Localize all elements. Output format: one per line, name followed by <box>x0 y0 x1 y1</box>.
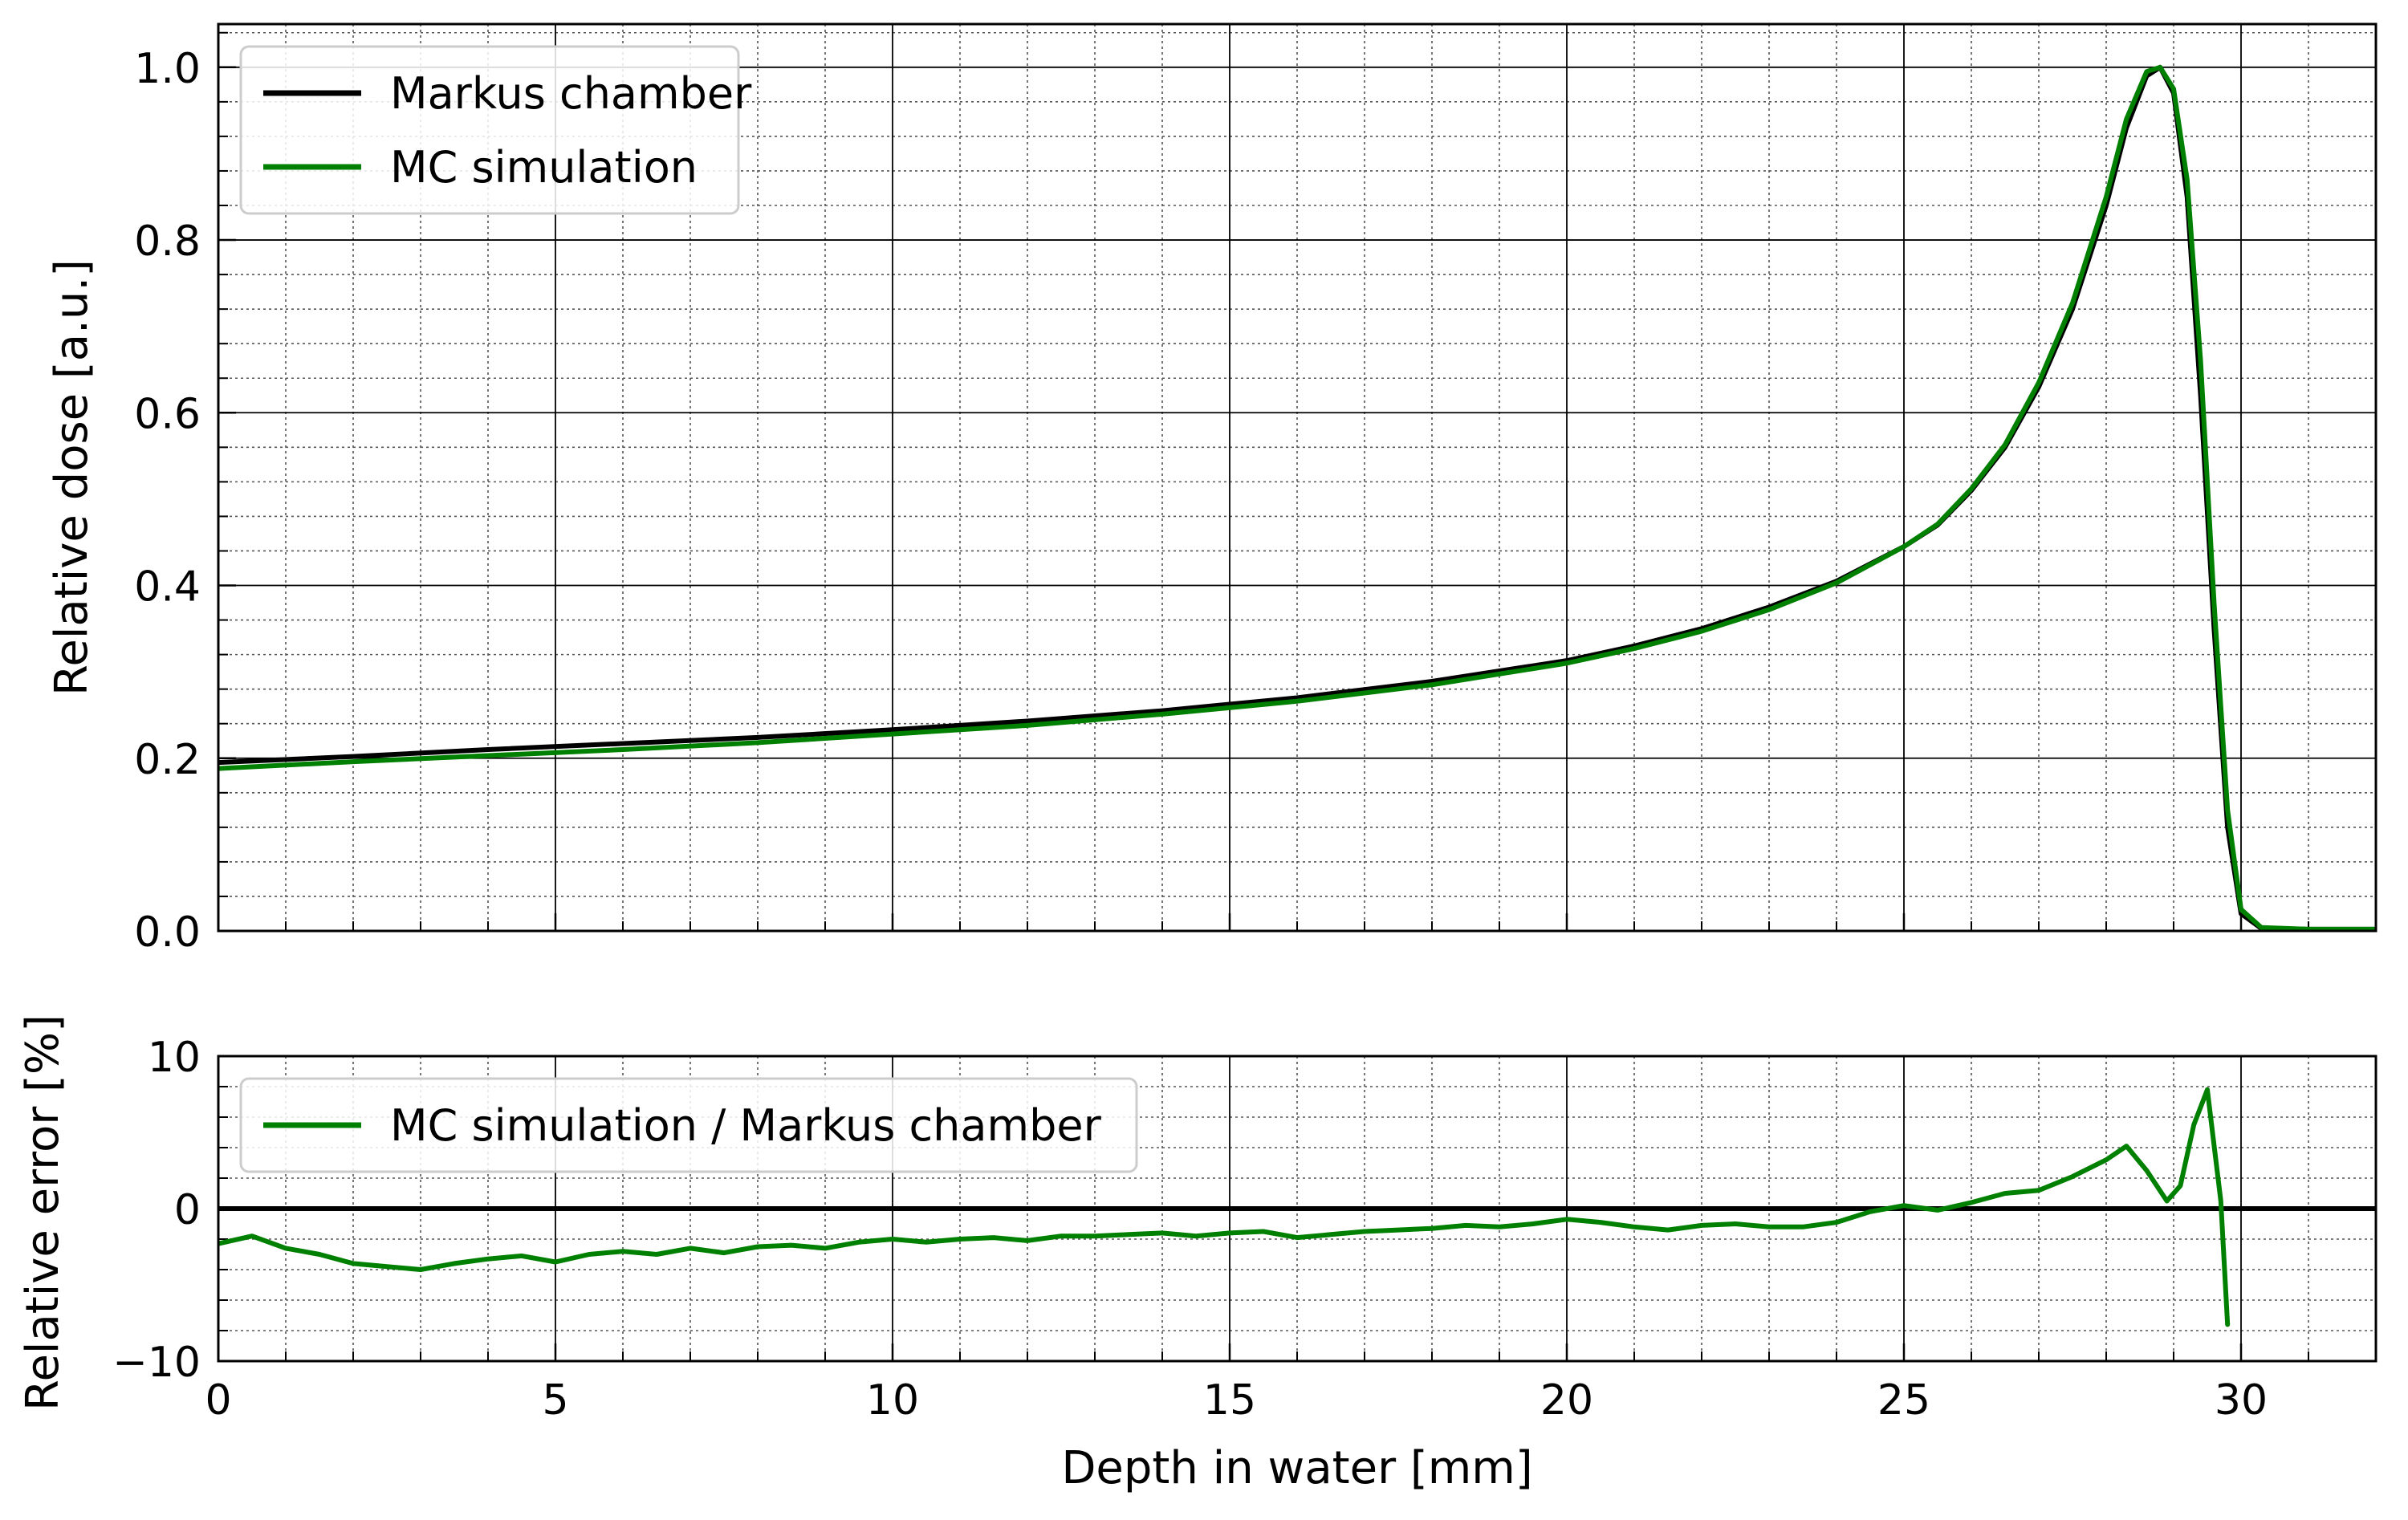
top-y-tick-label: 0.4 <box>134 563 201 612</box>
bottom-y-axis-label: Relative error [%] <box>17 1014 69 1411</box>
bottom-y-tick-label: 10 <box>148 1034 201 1082</box>
bottom-legend-label: MC simulation / Markus chamber <box>390 1100 1102 1151</box>
bottom-y-tick-label: 0 <box>174 1186 201 1234</box>
bottom-y-tick-label: −10 <box>112 1339 201 1387</box>
x-axis-label: Depth in water [mm] <box>1061 1442 1532 1494</box>
bottom-legend-box <box>239 1077 1138 1173</box>
top-y-tick-label: 0.0 <box>134 908 201 957</box>
top-axes-frame <box>217 22 2377 933</box>
bottom-series-line-mc-simulation-markus-chamber <box>218 1087 2231 1327</box>
bottom-x-tick-label: 10 <box>866 1376 919 1424</box>
top-y-tick-label: 0.8 <box>134 217 201 266</box>
top-y-axis-label: Relative dose [a.u.] <box>46 259 98 696</box>
bottom-legend: MC simulation / Markus chamber <box>239 1077 1138 1173</box>
top-legend-label: MC simulation <box>390 142 698 193</box>
top-legend: Markus chamber MC simulation <box>239 45 752 215</box>
top-legend-label: Markus chamber <box>390 68 752 119</box>
top-y-tick-label: 0.6 <box>134 390 201 438</box>
bottom-x-tick-label: 15 <box>1203 1376 1256 1424</box>
top-y-tick-label: 1.0 <box>134 45 201 93</box>
bottom-x-tick-label: 0 <box>205 1376 231 1424</box>
top-series-line-mc-simulation <box>218 64 2376 931</box>
top-y-tick-label: 0.2 <box>134 736 201 784</box>
top-legend-box <box>239 45 740 215</box>
bottom-x-tick-label: 20 <box>1540 1376 1593 1424</box>
bottom-axes-frame <box>217 1055 2377 1363</box>
top-panel: 0.0 0.2 0.4 0.6 0.8 1.0 Markus chamber MC simul… <box>134 22 2377 957</box>
bottom-x-tick-label: 5 <box>542 1376 568 1424</box>
bottom-x-tick-label: 25 <box>1877 1376 1930 1424</box>
bottom-x-tick-label: 30 <box>2215 1376 2268 1424</box>
